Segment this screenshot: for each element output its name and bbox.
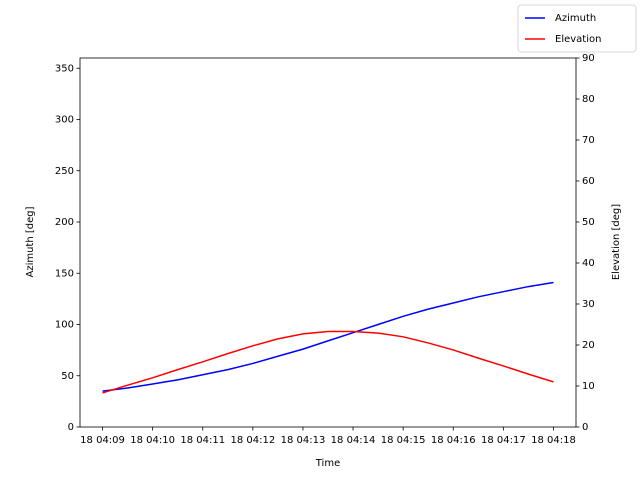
y2-tick-label: 80 — [582, 94, 595, 105]
x-tick-label: 18 04:10 — [130, 435, 175, 446]
legend-label: Elevation — [555, 34, 601, 45]
x-tick-label: 18 04:18 — [531, 435, 576, 446]
x-tick-label: 18 04:17 — [481, 435, 526, 446]
legend-label: Azimuth — [555, 13, 596, 24]
x-tick-label: 18 04:11 — [180, 435, 225, 446]
line — [102, 281, 554, 392]
x-tick-label: 18 04:13 — [281, 435, 326, 446]
y-tick-label: 300 — [55, 115, 74, 126]
y-tick-label: 350 — [55, 63, 74, 74]
y2-tick-label: 40 — [582, 258, 595, 269]
x-tick-label: 18 04:14 — [331, 435, 376, 446]
x-tick-label: 18 04:15 — [381, 435, 426, 446]
y2-tick-label: 0 — [582, 422, 588, 433]
y-tick-label: 250 — [55, 166, 74, 177]
x-tick-label: 18 04:09 — [80, 435, 125, 446]
y-tick-label: 150 — [55, 268, 74, 279]
y2-tick-label: 30 — [582, 299, 595, 310]
x-tick-label: 18 04:12 — [230, 435, 275, 446]
y-axis-label: Azimuth [deg] — [25, 206, 36, 277]
y-tick-label: 50 — [61, 371, 74, 382]
y2-tick-label: 90 — [582, 53, 595, 64]
x-axis-label: Time — [315, 458, 340, 469]
y2-tick-label: 60 — [582, 176, 595, 187]
y-tick-label: 100 — [55, 320, 74, 331]
line — [102, 330, 554, 394]
y-tick-label: 200 — [55, 217, 74, 228]
x-tick-label: 18 04:16 — [431, 435, 476, 446]
legend-box — [517, 4, 637, 53]
y-tick-label: 0 — [68, 422, 74, 433]
y2-tick-label: 50 — [582, 217, 595, 228]
y2-tick-label: 20 — [582, 340, 595, 351]
y2-tick-label: 70 — [582, 135, 595, 146]
y2-tick-label: 10 — [582, 381, 595, 392]
plot-frame — [79, 57, 577, 428]
y2-axis-label: Elevation [deg] — [611, 204, 622, 280]
